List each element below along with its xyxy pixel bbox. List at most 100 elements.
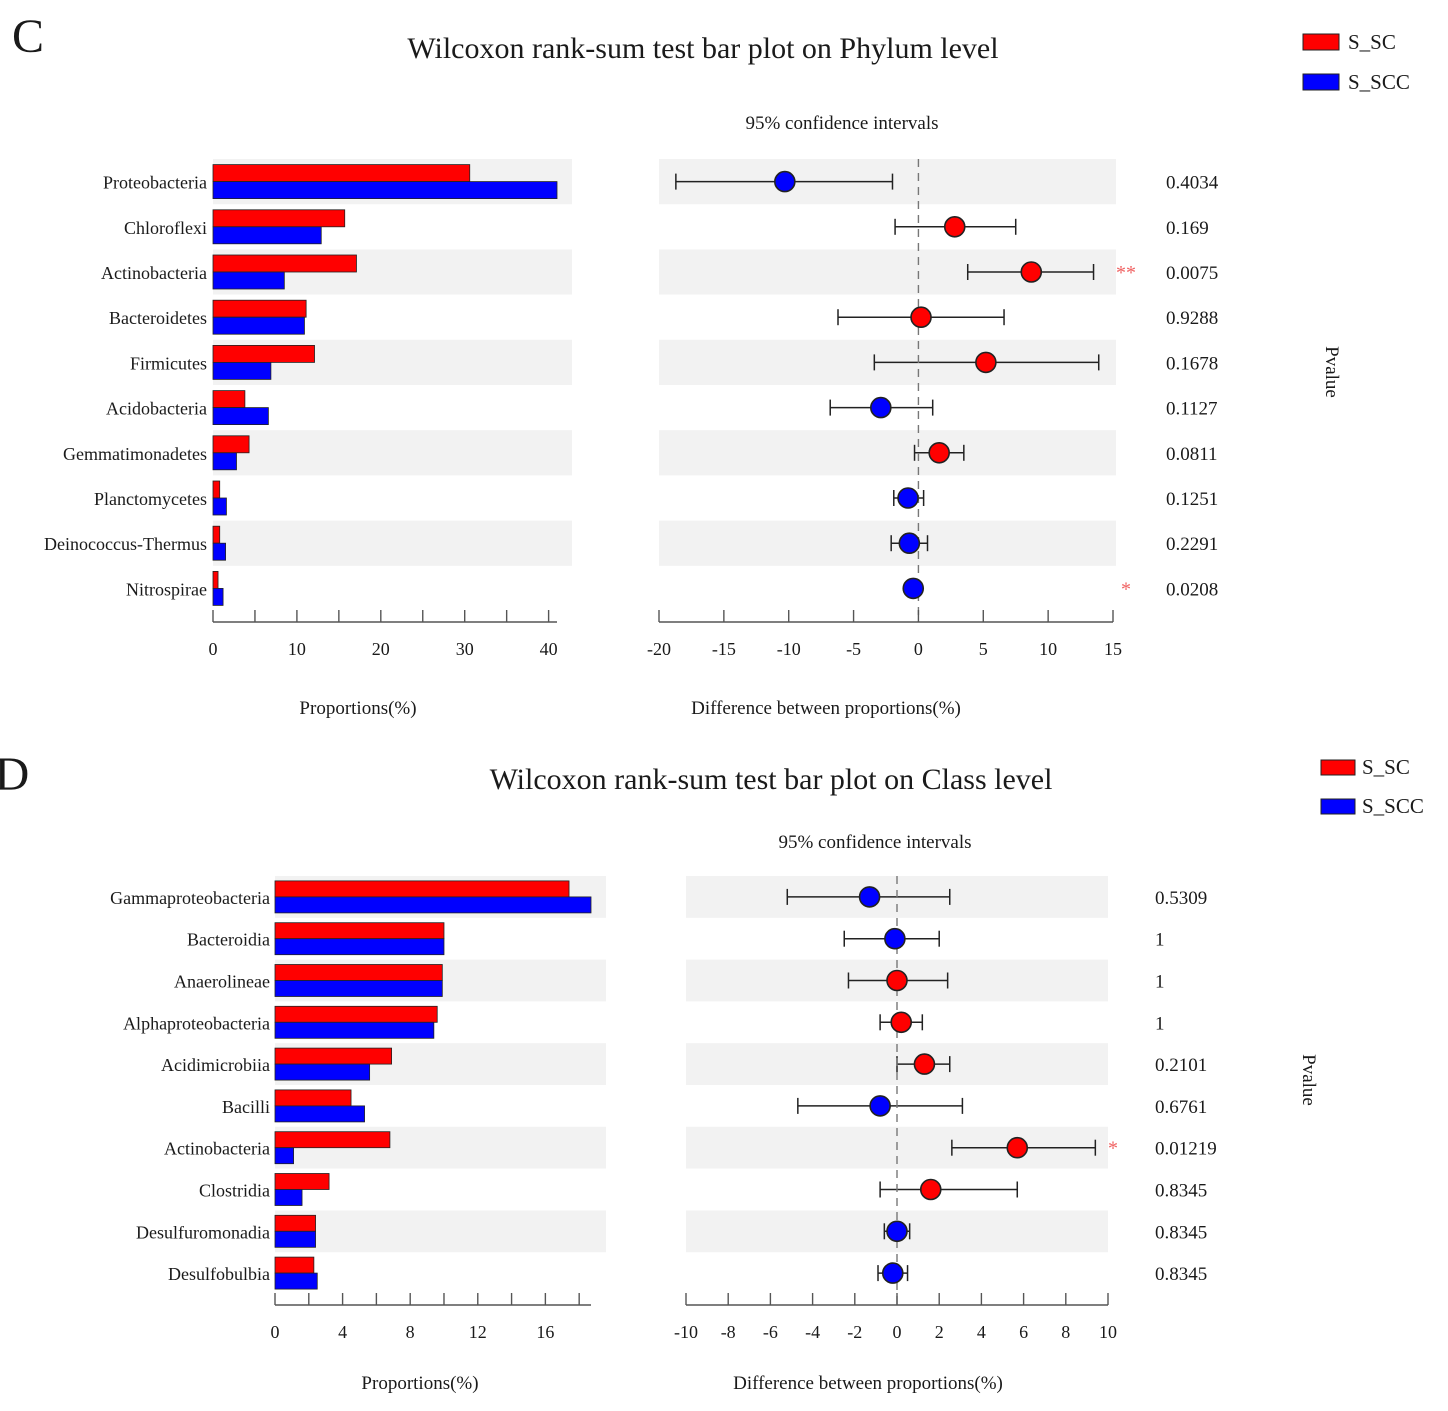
bar-s-scc [212, 361, 272, 380]
ci-estimate-point [870, 396, 892, 419]
ci-x-tick-label: -10 [777, 639, 801, 659]
ci-estimate-point [913, 1053, 936, 1075]
category-label: Bacteroidetes [109, 308, 207, 328]
pvalue-label: 1 [1155, 972, 1165, 993]
legend-label: S_SCC [1362, 794, 1424, 818]
panel-letter: C [12, 10, 44, 63]
bar-s-sc [274, 1173, 330, 1190]
ci-x-tick-label: 0 [893, 1322, 902, 1342]
ci-title: 95% confidence intervals [745, 113, 938, 134]
pvalue-axis-label: Pvalue [1321, 346, 1342, 398]
legend-label: S_SCC [1348, 70, 1410, 94]
bar-s-scc [212, 181, 558, 200]
bar-s-sc [274, 1047, 392, 1065]
x-tick-label: 4 [338, 1322, 347, 1342]
ci-estimate-point [898, 532, 921, 555]
legend-swatch-s-sc [1302, 33, 1340, 51]
legend-swatch-s-scc [1302, 73, 1340, 91]
bar-s-scc [274, 938, 445, 956]
ci-estimate-point [975, 351, 997, 374]
x-tick-label: 16 [536, 1322, 554, 1342]
pvalue-label: 0.8345 [1155, 1264, 1207, 1285]
pvalue-axis-label: Pvalue [1298, 1054, 1319, 1106]
ci-x-tick-label: 0 [914, 639, 923, 659]
pvalue-label: 0.4034 [1166, 173, 1219, 194]
ci-estimate-point [886, 1220, 908, 1243]
pvalue-label: 0.5309 [1155, 888, 1207, 909]
bar-s-scc [274, 896, 592, 914]
bar-s-scc [212, 452, 237, 471]
bar-s-scc [212, 316, 305, 335]
category-label: Gemmatimonadetes [63, 444, 207, 464]
ci-x-axis-label: Difference between proportions(%) [691, 698, 961, 719]
ci-estimate-point [890, 1011, 913, 1034]
ci-estimate-point [928, 441, 950, 464]
pvalue-label: 0.1678 [1166, 353, 1218, 374]
ci-x-tick-label: -8 [721, 1322, 736, 1342]
bar-s-scc [212, 407, 269, 426]
bar-s-sc [274, 964, 443, 981]
pvalue-label: 0.0075 [1166, 263, 1218, 284]
bar-s-scc [212, 497, 227, 516]
ci-estimate-point [943, 216, 966, 238]
bar-s-scc [274, 1272, 318, 1290]
ci-row-band [659, 430, 1116, 476]
category-label: Deinococcus-Thermus [44, 534, 207, 554]
bar-s-scc [274, 980, 443, 997]
ci-row-band [659, 520, 1116, 566]
bar-s-sc [212, 344, 315, 363]
category-label: Gammaproteobacteria [110, 888, 270, 908]
ci-x-tick-label: 2 [935, 1322, 944, 1342]
pvalue-label: 0.0811 [1166, 444, 1218, 465]
ci-x-axis-label: Difference between proportions(%) [733, 1373, 1003, 1394]
bar-s-scc [212, 542, 226, 561]
bar-s-sc [212, 390, 246, 409]
x-tick-label: 0 [209, 639, 218, 659]
chart-title: Wilcoxon rank-sum test bar plot on Class… [490, 763, 1053, 796]
x-tick-label: 10 [288, 639, 306, 659]
ci-x-tick-label: -6 [763, 1322, 778, 1342]
x-tick-label: 30 [456, 639, 474, 659]
bar-s-sc [212, 525, 221, 544]
pvalue-label: 0.9288 [1166, 308, 1218, 329]
row-band [275, 1210, 606, 1253]
bar-s-sc [274, 1005, 438, 1023]
ci-x-tick-label: 10 [1099, 1322, 1117, 1342]
ci-x-tick-label: -5 [846, 639, 861, 659]
category-label: Bacteroidia [187, 930, 270, 950]
row-band [213, 520, 572, 566]
pvalue-label: 0.1127 [1166, 399, 1218, 420]
legend-label: S_SC [1362, 755, 1410, 779]
bar-s-scc [274, 1105, 365, 1123]
category-label: Chloroflexi [124, 218, 207, 238]
pvalue-label: 0.01219 [1155, 1139, 1217, 1160]
bar-s-scc [212, 226, 322, 245]
category-label: Proteobacteria [103, 173, 207, 193]
panel-c: C Wilcoxon rank-sum test bar plot on Phyl… [12, 10, 1410, 719]
bar-s-sc [274, 1214, 316, 1232]
category-label: Nitrospirae [126, 579, 207, 599]
ci-x-tick-label: -2 [847, 1322, 862, 1342]
significance-marker: ** [1116, 262, 1136, 284]
ci-estimate-point [897, 487, 919, 509]
bar-s-scc [274, 1147, 294, 1165]
ci-x-tick-label: 8 [1061, 1322, 1070, 1342]
pvalue-label: 0.2101 [1155, 1055, 1207, 1076]
ci-x-tick-label: 10 [1039, 639, 1057, 659]
ci-x-tick-label: 15 [1104, 639, 1122, 659]
bar-s-sc [212, 480, 221, 499]
bar-s-scc [274, 1021, 435, 1039]
pvalue-label: 1 [1155, 930, 1165, 951]
ci-estimate-point [1006, 1136, 1029, 1159]
category-label: Desulfobulbia [168, 1264, 270, 1284]
ci-estimate-point [886, 969, 908, 992]
ci-x-tick-label: 5 [979, 639, 988, 659]
category-label: Bacilli [222, 1097, 270, 1117]
ci-title: 95% confidence intervals [778, 832, 971, 853]
bar-s-scc [274, 1063, 371, 1081]
ci-estimate-point [884, 927, 906, 950]
category-label: Alphaproteobacteria [123, 1013, 270, 1033]
bar-s-sc [212, 571, 219, 589]
bar-s-scc [212, 588, 224, 606]
pvalue-label: 1 [1155, 1013, 1165, 1034]
